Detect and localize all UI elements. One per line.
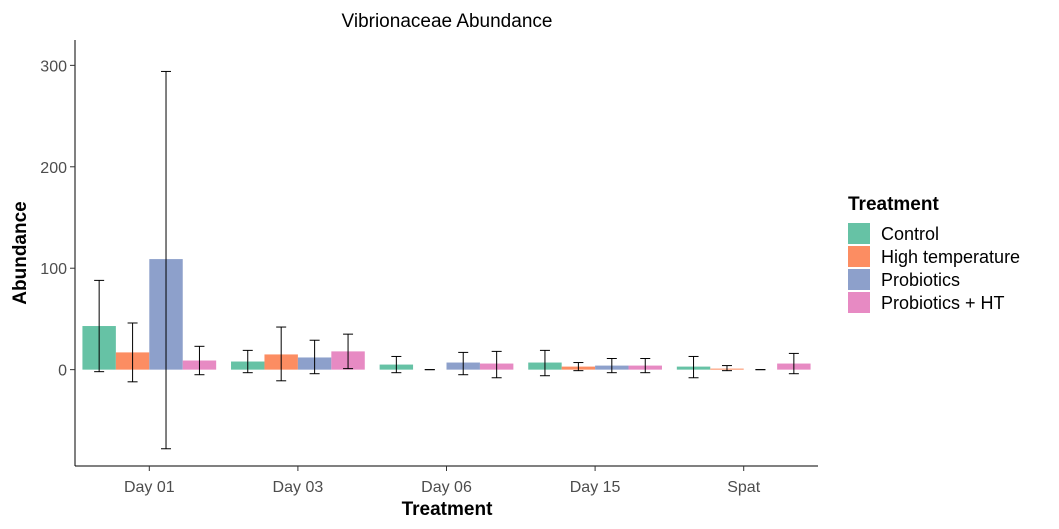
legend-item: Control <box>848 223 939 244</box>
x-tick-label: Day 03 <box>273 479 324 496</box>
error-bar <box>788 352 799 375</box>
error-bar <box>391 355 402 374</box>
y-tick-label: 200 <box>40 160 67 177</box>
legend-swatch <box>848 269 870 290</box>
legend: Treatment Control High temperature Probiot… <box>848 194 1020 313</box>
error-bar <box>606 357 617 374</box>
legend-label: Control <box>881 224 939 244</box>
error-bar <box>458 351 469 376</box>
error-bar <box>276 326 287 382</box>
legend-item: Probiotics + HT <box>848 292 1005 313</box>
error-bar <box>688 355 699 379</box>
error-bar <box>573 362 584 372</box>
x-tick-label: Day 06 <box>421 479 472 496</box>
error-bar <box>721 365 732 372</box>
plot-area: 0 100 200 300 Day 01 Day 03 Day 06 Day 15 Spat <box>40 40 818 496</box>
error-bar <box>242 349 253 374</box>
error-bar <box>640 357 651 374</box>
y-axis-title: Abundance <box>10 201 31 304</box>
legend-label: Probiotics + HT <box>881 293 1005 313</box>
legend-label: Probiotics <box>881 270 960 290</box>
x-tick-label: Day 15 <box>570 479 621 496</box>
legend-item: High temperature <box>848 246 1020 267</box>
error-bar <box>343 333 354 370</box>
legend-swatch <box>848 246 870 267</box>
error-bar <box>539 349 550 377</box>
legend-swatch <box>848 292 870 313</box>
legend-title: Treatment <box>848 194 939 215</box>
x-axis-title: Treatment <box>402 499 493 520</box>
y-tick-label: 300 <box>40 58 67 75</box>
y-tick-label: 100 <box>40 261 67 278</box>
error-bar <box>194 345 205 376</box>
error-bar <box>127 322 138 383</box>
x-tick-label: Day 01 <box>124 479 175 496</box>
error-bar <box>94 279 105 373</box>
legend-swatch <box>848 223 870 244</box>
error-bar <box>491 350 502 379</box>
y-tick-label: 0 <box>58 363 67 380</box>
legend-item: Probiotics <box>848 269 960 290</box>
x-tick-label: Spat <box>727 479 760 496</box>
error-bar <box>161 70 172 450</box>
chart-title: Vibrionaceae Abundance <box>342 11 553 32</box>
legend-label: High temperature <box>881 247 1020 267</box>
error-bar <box>309 339 320 375</box>
